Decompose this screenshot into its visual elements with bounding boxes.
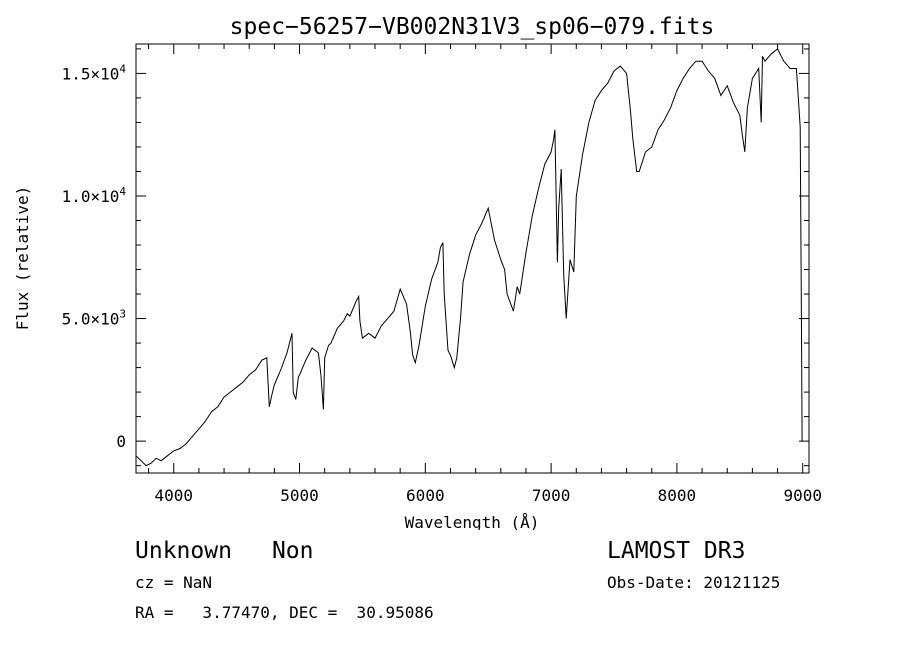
plot-frame	[135, 43, 810, 474]
y-tick-label: 1.0×104	[62, 185, 127, 206]
redshift-cz: cz = NaN	[135, 573, 213, 592]
survey-name: LAMOST DR3	[607, 538, 746, 564]
x-tick-label: 9000	[783, 486, 822, 505]
chart-title: spec−56257−VB002N31V3_sp06−079.fits	[230, 14, 715, 40]
y-axis-tick-labels: 0 5.0×103 1.0×104 1.5×104	[62, 62, 127, 451]
spectrum-chart: spec−56257−VB002N31V3_sp06−079.fits 4000…	[13, 14, 822, 530]
x-axis-tick-labels: 4000 5000 6000 7000 8000 9000	[154, 486, 822, 505]
y-tick-label: 5.0×103	[62, 308, 126, 329]
series-line-flux	[135, 48, 803, 467]
x-tick-label: 5000	[280, 486, 319, 505]
object-classification: Unknown Non	[135, 538, 313, 564]
ra-dec-coordinates: RA = 3.77470, DEC = 30.95086	[135, 603, 434, 622]
object-class: Unknown	[135, 538, 232, 564]
y-tick-label: 0	[116, 432, 126, 451]
x-axis-label: Wavelength (Å)	[405, 513, 540, 530]
x-tick-label: 7000	[532, 486, 571, 505]
y-tick-label: 1.5×104	[62, 62, 127, 83]
x-tick-label: 8000	[658, 486, 697, 505]
x-tick-label: 4000	[154, 486, 193, 505]
axis-ticks	[136, 44, 809, 473]
x-tick-label: 6000	[406, 486, 445, 505]
object-subclass: Non	[271, 538, 314, 564]
y-axis-label: Flux (relative)	[13, 186, 32, 331]
observation-date: Obs-Date: 20121125	[607, 573, 781, 592]
